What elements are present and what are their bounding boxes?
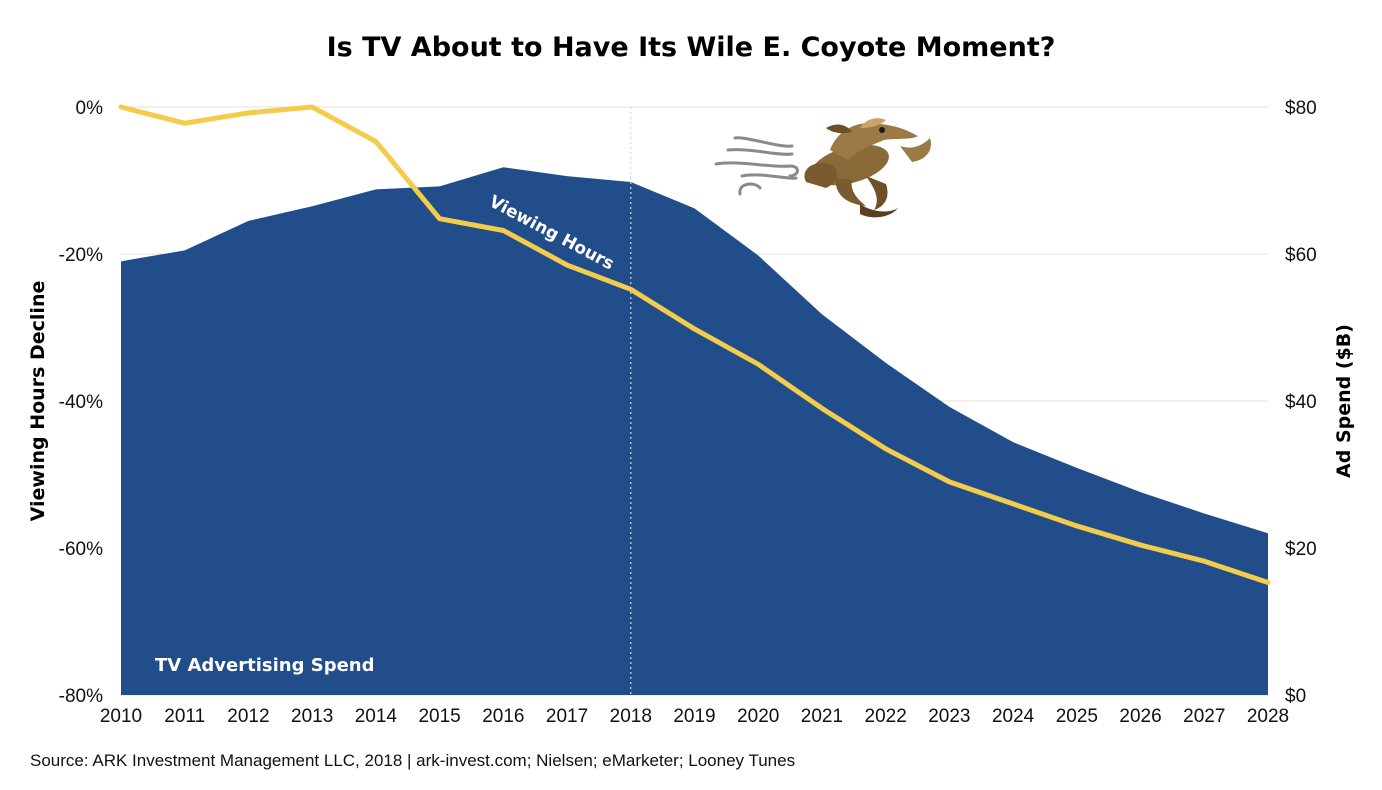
x-tick-label: 2016 <box>482 706 524 727</box>
right-tick-label: $0 <box>1285 686 1306 707</box>
x-tick-label: 2022 <box>865 706 907 727</box>
x-tick-label: 2021 <box>801 706 843 727</box>
right-tick-label: $60 <box>1285 245 1317 266</box>
right-tick-label: $40 <box>1285 392 1317 413</box>
right-tick-label: $80 <box>1285 98 1317 119</box>
x-tick-label: 2028 <box>1247 706 1289 727</box>
ad-spend-area-layer <box>121 167 1268 695</box>
x-tick-label: 2011 <box>164 706 205 727</box>
x-tick-label: 2019 <box>673 706 715 727</box>
left-tick-label: -80% <box>59 686 103 707</box>
left-axis-ticks: 0% -20% -40% -60% -80% <box>59 98 103 707</box>
right-axis-label: Ad Spend ($B) <box>1333 324 1355 478</box>
ad-spend-series-label: TV Advertising Spend <box>155 655 375 676</box>
x-tick-label: 2024 <box>992 706 1035 727</box>
left-tick-label: -40% <box>59 392 103 413</box>
right-axis-ticks: $80 $60 $40 $20 $0 <box>1285 98 1317 707</box>
x-tick-label: 2020 <box>737 706 779 727</box>
left-axis-label: Viewing Hours Decline <box>27 281 49 522</box>
x-tick-label: 2013 <box>291 706 333 727</box>
x-tick-label: 2010 <box>100 706 142 727</box>
viewing-hours-line <box>118 104 1271 586</box>
x-tick-label: 2015 <box>418 706 460 727</box>
left-tick-label: 0% <box>76 98 104 119</box>
source-note: Source: ARK Investment Management LLC, 2… <box>30 751 796 770</box>
x-axis-ticks: 2010 2011 2012 2013 2014 2015 2016 2017 2018 2019… <box>100 706 1289 727</box>
left-tick-label: -60% <box>59 539 103 560</box>
coyote-icon <box>804 118 932 218</box>
left-tick-label: -20% <box>59 245 103 266</box>
x-tick-label: 2018 <box>610 706 652 727</box>
x-tick-label: 2017 <box>546 706 588 727</box>
viewing-hours-line-layer <box>118 104 1271 586</box>
x-tick-label: 2012 <box>227 706 269 727</box>
x-tick-label: 2014 <box>355 706 398 727</box>
x-tick-label: 2023 <box>928 706 970 727</box>
x-tick-label: 2026 <box>1119 706 1161 727</box>
wind-lines-icon <box>714 136 799 196</box>
x-tick-label: 2025 <box>1056 706 1098 727</box>
right-tick-label: $20 <box>1285 539 1317 560</box>
coyote-illustration <box>714 118 932 218</box>
ad-spend-area <box>121 167 1268 695</box>
chart-title: Is TV About to Have Its Wile E. Coyote M… <box>327 32 1056 63</box>
x-tick-label: 2027 <box>1183 706 1225 727</box>
